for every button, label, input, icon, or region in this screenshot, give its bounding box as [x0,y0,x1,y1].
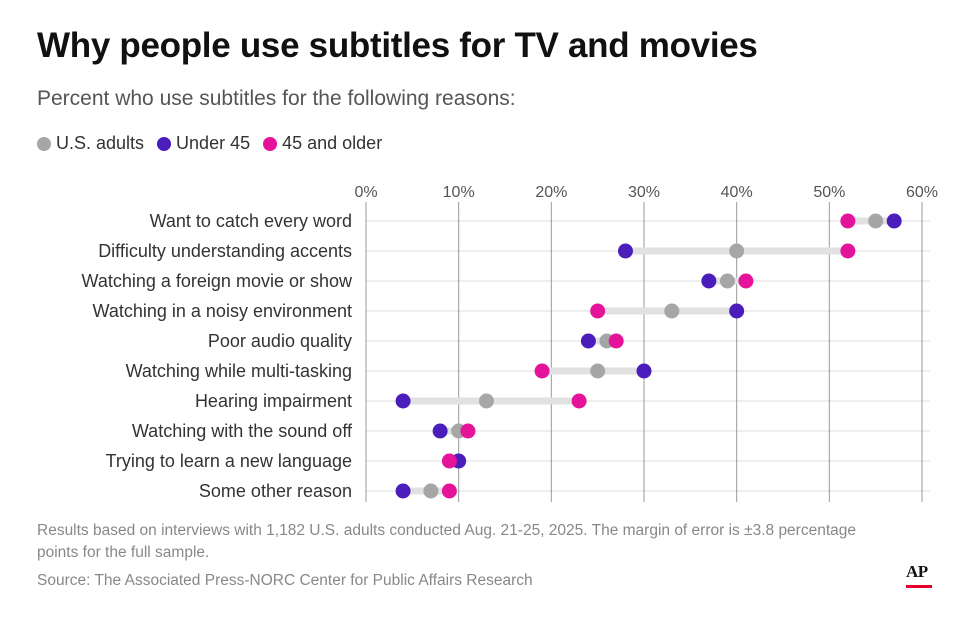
ap-logo: AP [906,562,932,588]
chart-subtitle: Percent who use subtitles for the follow… [37,87,516,110]
dot-45-and-older [840,213,856,229]
dot-under-45 [395,393,411,409]
dot-45-and-older [534,363,550,379]
x-tick-label: 0% [354,184,377,201]
dot-under-45 [432,423,448,439]
dot-u-s-adults [423,483,439,499]
legend-label-45-and-older: 45 and older [282,133,383,153]
dot-under-45 [636,363,652,379]
x-tick-label: 10% [443,184,475,201]
category-label: Poor audio quality [208,331,352,351]
category-label: Some other reason [199,481,352,501]
legend-dot-under-45 [157,136,172,151]
dot-45-and-older [738,273,754,289]
category-label: Watching with the sound off [132,421,353,441]
dot-45-and-older [441,483,457,499]
legend-dot-45-and-older [263,136,278,151]
x-tick-label: 30% [628,184,660,201]
dot-under-45 [395,483,411,499]
category-label: Hearing impairment [195,391,352,411]
category-label: Watching in a noisy environment [93,301,352,321]
category-label: Watching a foreign movie or show [82,271,353,291]
dot-45-and-older [840,243,856,259]
dot-plot: 0% 10% 20% 30% 40% 50% 60% Want to catch every … [82,184,938,502]
source-note: Source: The Associated Press-NORC Center… [37,572,533,589]
ap-logo-text: AP [906,562,928,581]
x-tick-label: 20% [535,184,567,201]
dot-u-s-adults [664,303,680,319]
category-label: Difficulty understanding accents [98,241,352,261]
dot-under-45 [617,243,633,259]
dot-45-and-older [460,423,476,439]
x-tick-label: 60% [906,184,938,201]
legend: U.S. adults Under 45 45 and older [37,133,395,154]
methodology-note: Results based on interviews with 1,182 U… [37,522,857,561]
dot-45-and-older [608,333,624,349]
category-label: Watching while multi-tasking [126,361,352,381]
ap-logo-underline [906,585,932,588]
legend-label-under-45: Under 45 [176,133,251,153]
dot-u-s-adults [590,363,606,379]
legend-label-us-adults: U.S. adults [56,133,145,153]
x-tick-label: 40% [721,184,753,201]
chart-title: Why people use subtitles for TV and movi… [37,26,758,65]
dot-45-and-older [441,453,457,469]
legend-item-under-45: Under 45 [157,133,250,154]
dot-45-and-older [590,303,606,319]
dot-u-s-adults [868,213,884,229]
dot-under-45 [580,333,596,349]
x-tick-label: 50% [813,184,845,201]
legend-item-45-and-older: 45 and older [263,133,382,154]
dot-under-45 [729,303,745,319]
dot-under-45 [701,273,717,289]
dot-u-s-adults [729,243,745,259]
dot-under-45 [886,213,902,229]
category-label: Want to catch every word [150,211,352,231]
legend-dot-us-adults [37,136,51,151]
dot-u-s-adults [478,393,494,409]
dot-45-and-older [571,393,587,409]
dot-u-s-adults [719,273,735,289]
legend-item-us-adults: U.S. adults [37,133,144,154]
category-label: Trying to learn a new language [106,451,353,471]
